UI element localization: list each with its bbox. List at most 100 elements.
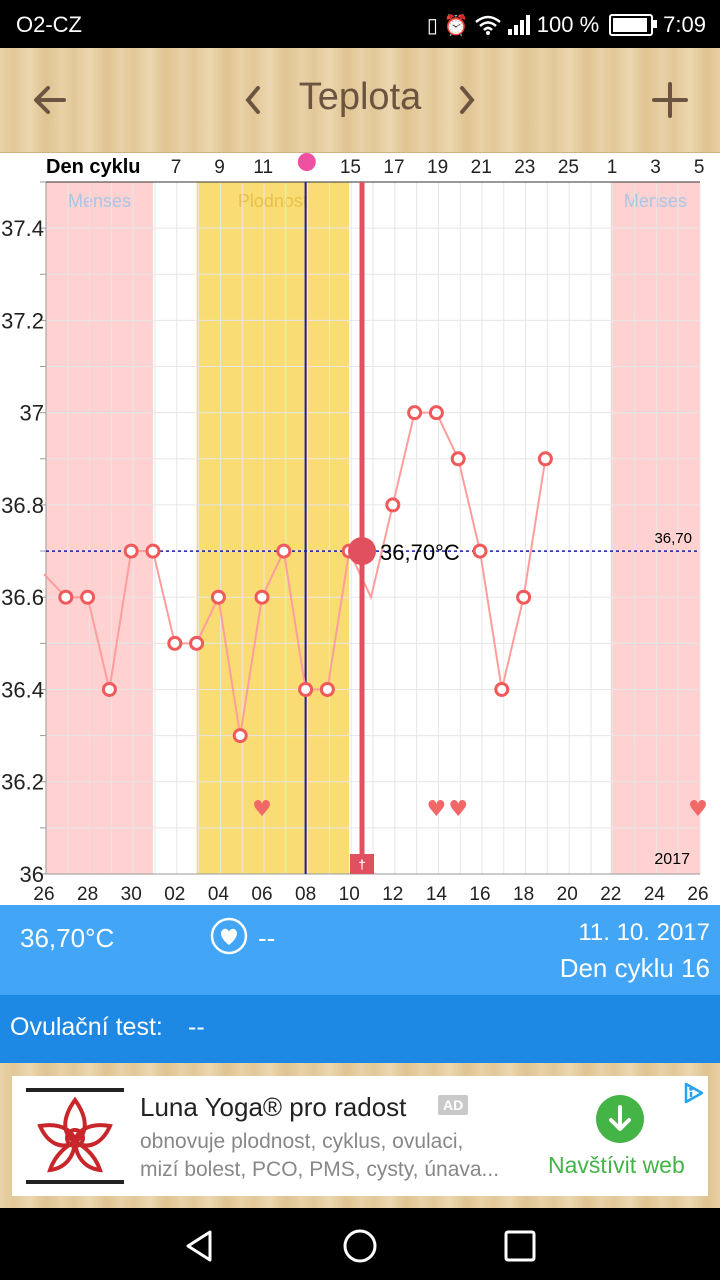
- x-tick-label: 26: [687, 884, 708, 905]
- selected-value-label: 36,70°C: [380, 540, 460, 565]
- temperature-point: [450, 451, 466, 467]
- plus-icon[interactable]: [650, 80, 690, 120]
- y-tick-label: 36.4: [1, 677, 44, 702]
- selected-date: 11. 10. 2017: [578, 919, 710, 946]
- toolbar: Teplota: [0, 48, 720, 153]
- temperature-point: [298, 681, 314, 697]
- temperature-chart[interactable]: Menses Plodnost Menses 37.4 37.2 37 36.8 36.6 36…: [0, 152, 720, 905]
- temperature-point: [428, 405, 444, 421]
- status-bar: O2-CZ ▯ ⏰ 100 % 7:09: [0, 0, 720, 48]
- cycle-day-label: Den cyklu 16: [559, 953, 710, 983]
- top-tick-label: 3: [650, 157, 661, 178]
- y-tick-label: 36.8: [1, 493, 44, 518]
- temperature-point: [407, 405, 423, 421]
- alarm-icon: ⏰: [443, 14, 469, 37]
- temperature-point: [80, 589, 96, 605]
- battery-icon: [609, 14, 658, 36]
- region-menses: [610, 182, 700, 874]
- recents-square-icon[interactable]: [502, 1228, 538, 1264]
- temperature-point: [210, 589, 226, 605]
- y-tick-label: 37: [20, 401, 44, 426]
- page-title: Teplota: [298, 76, 422, 118]
- ad-line-1: obnovuje plodnost, cyklus, ovulaci,: [140, 1130, 464, 1153]
- ad-area: Luna Yoga® pro radost AD obnovuje plodno…: [0, 1063, 720, 1208]
- chevron-right-icon[interactable]: [454, 82, 480, 118]
- arrow-left-icon[interactable]: [30, 80, 70, 120]
- ad-line-2: mizí bolest, PCO, PMS, cysty, únava...: [140, 1158, 500, 1181]
- y-tick-label: 36: [20, 862, 44, 887]
- ovulation-test-row[interactable]: Ovulační test: --: [0, 995, 720, 1063]
- temperature-point: [232, 728, 248, 744]
- x-tick-label: 26: [33, 884, 54, 905]
- today-marker-icon: [350, 854, 374, 874]
- x-tick-label: 18: [513, 884, 534, 905]
- vibrate-icon: ▯: [426, 14, 438, 37]
- wifi-icon: [474, 15, 501, 35]
- selected-point: [348, 537, 376, 566]
- battery-percent: 100 %: [536, 12, 600, 37]
- temperature-line: [43, 411, 547, 736]
- year-label: 2017: [654, 851, 690, 868]
- region-label-menses: Menses: [624, 191, 687, 211]
- heart-value: --: [258, 923, 276, 953]
- temperature-point: [516, 589, 532, 605]
- adchoices-icon[interactable]: [680, 1080, 706, 1106]
- region-label-menses: Menses: [68, 191, 131, 211]
- temperature-point: [319, 681, 335, 697]
- temperature-point: [58, 589, 74, 605]
- y-tick-label: 37.4: [1, 216, 44, 241]
- heart-icon: ♥: [688, 797, 708, 822]
- top-tick-label: 5: [694, 157, 705, 178]
- y-tick-label: 36.2: [1, 770, 44, 795]
- ad-badge: AD: [438, 1095, 469, 1115]
- top-tick-label: 17: [383, 157, 404, 178]
- top-tick-label: 21: [471, 157, 492, 178]
- lotus-logo: [26, 1088, 124, 1184]
- heart-icon: ♥: [252, 797, 272, 822]
- temperature-point: [189, 635, 205, 651]
- ad-cta-button[interactable]: Navštívit web: [548, 1152, 685, 1178]
- heart-circle-icon: [210, 917, 248, 955]
- top-tick-label: 15: [340, 157, 361, 178]
- chart-svg[interactable]: Menses Plodnost Menses37.437.23736.836.636…: [0, 152, 720, 905]
- heart-icon: ♥: [427, 797, 447, 822]
- battery-fill: [613, 18, 648, 32]
- download-circle-icon[interactable]: [596, 1095, 644, 1143]
- top-tick-label: 23: [514, 157, 535, 178]
- clock: 7:09: [663, 12, 706, 37]
- x-tick-label: 22: [600, 884, 621, 905]
- top-tick-label: 25: [558, 157, 579, 178]
- today-marker-glyph: †: [358, 857, 365, 872]
- x-tick-label: 14: [426, 884, 448, 905]
- ad-title: Luna Yoga® pro radost: [140, 1092, 407, 1122]
- temperature-point: [123, 543, 139, 559]
- top-tick-label: 9: [214, 157, 225, 178]
- carrier-name: O2-CZ: [16, 12, 82, 37]
- y-tick-label: 36.6: [1, 585, 44, 610]
- x-tick-label: 28: [77, 884, 98, 905]
- ovulation-test-label: Ovulační test:: [10, 1013, 163, 1041]
- temperature-point: [276, 543, 292, 559]
- ad-banner[interactable]: Luna Yoga® pro radost AD obnovuje plodno…: [12, 1076, 708, 1196]
- x-tick-label: 16: [469, 884, 490, 905]
- back-triangle-icon[interactable]: [182, 1228, 218, 1264]
- signal-icon: [507, 15, 530, 35]
- x-tick-label: 20: [557, 884, 578, 905]
- temperature-point: [537, 451, 553, 467]
- region-plodnost: [196, 182, 350, 874]
- chevron-left-icon[interactable]: [240, 82, 266, 118]
- ovulation-test-value: --: [188, 1013, 205, 1041]
- top-tick-label: 11: [253, 157, 273, 178]
- temperature-point: [145, 543, 161, 559]
- home-circle-icon[interactable]: [342, 1228, 378, 1264]
- top-tick-label: 7: [171, 157, 182, 178]
- x-tick-label: 04: [208, 884, 230, 905]
- temperature-point: [494, 681, 510, 697]
- temperature-point: [101, 681, 117, 697]
- status-icons: ▯ ⏰ 100 % 7:09: [427, 12, 706, 38]
- ovulation-dot-icon: [297, 153, 316, 171]
- temperature-point: [254, 589, 270, 605]
- x-tick-label: 24: [644, 884, 666, 905]
- day-info-bar[interactable]: 36,70°C -- 11. 10. 2017 Den cyklu 16: [0, 905, 720, 995]
- region-label-plodnost: Plodnost: [238, 191, 308, 211]
